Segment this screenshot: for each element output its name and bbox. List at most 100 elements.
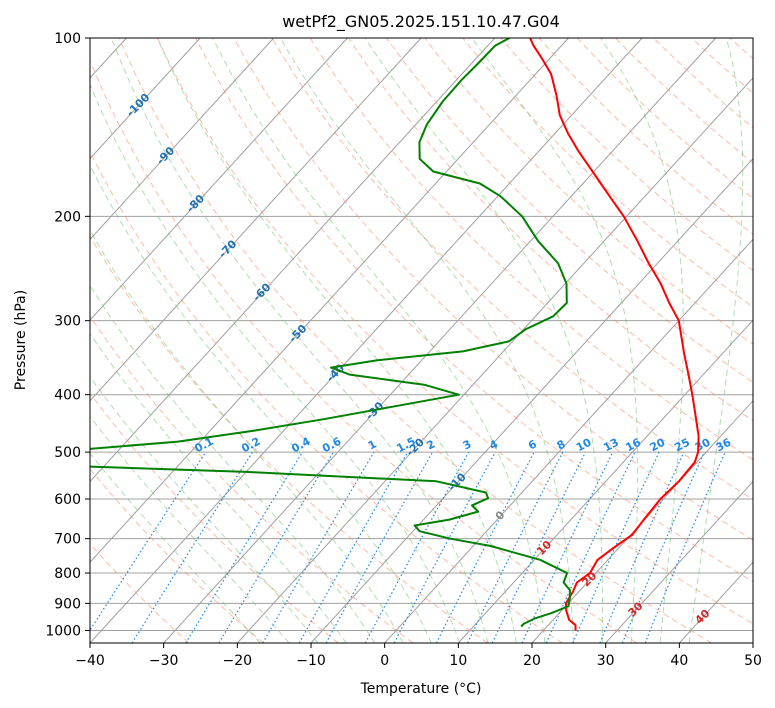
- y-tick-label: 800: [54, 566, 81, 582]
- dewpoint-profile-line: [90, 38, 571, 628]
- x-tick-label: −10: [296, 653, 326, 669]
- isotherm-line: [90, 38, 348, 321]
- mixing-ratio-label: 13: [601, 436, 621, 455]
- x-tick-label: 40: [670, 653, 688, 669]
- isotherm-line: [752, 642, 753, 643]
- dry-adiabat-line: [90, 59, 638, 643]
- mixing-ratio-line: [393, 451, 496, 643]
- isotherm-line: [90, 38, 643, 643]
- dry-adiabat-line: [309, 38, 753, 461]
- dry-adiabat-line: [271, 38, 753, 501]
- moist-adiabat-line: [156, 38, 517, 643]
- mixing-ratio-line: [364, 451, 470, 643]
- moist-adiabat-line: [90, 452, 261, 643]
- y-tick-label: 600: [54, 492, 81, 508]
- dry-adiabat-line: [118, 38, 712, 643]
- moist-adiabat-line: [90, 164, 432, 643]
- moist-adiabat-line: [90, 375, 319, 643]
- mixing-ratio-line: [545, 451, 636, 643]
- mixing-ratio-line: [131, 451, 254, 643]
- mixing-ratio-label: 6: [526, 437, 539, 452]
- dry-adiabat-line: [90, 468, 264, 643]
- moist-adiabat-line: [212, 38, 546, 643]
- x-axis: −40 −30 −20 −10 0 10 20 30 40 50: [75, 643, 762, 669]
- x-tick-label: 20: [523, 653, 541, 669]
- moist-adiabat-line: [90, 229, 404, 643]
- dry-adiabat-line: [90, 392, 339, 643]
- x-tick-label: −20: [223, 653, 253, 669]
- y-tick-label: 1000: [45, 623, 81, 639]
- dry-adiabat-line: [424, 38, 753, 345]
- isotherm-line: [90, 38, 496, 483]
- dry-adiabat-line: [386, 38, 753, 383]
- dry-adiabat-line: [347, 38, 753, 422]
- mixing-ratio-line: [621, 451, 705, 643]
- isotherm-line: [457, 319, 753, 643]
- y-tick-label: 300: [54, 314, 81, 330]
- mixing-ratio-label: 2: [424, 437, 437, 452]
- isotherm-line: [531, 400, 753, 643]
- y-tick-label: 700: [54, 532, 81, 548]
- y-tick-label: 400: [54, 388, 81, 404]
- mixing-ratio-line: [262, 451, 375, 643]
- moist-adiabat-line: [688, 38, 744, 643]
- mixing-ratio-label: 10: [574, 435, 594, 454]
- y-axis-label: Pressure (hPa): [13, 290, 29, 390]
- dry-adiabat-line: [653, 38, 753, 129]
- mixing-ratio-label: 30: [693, 436, 713, 455]
- dry-adiabat-line: [90, 235, 488, 643]
- y-tick-label: 100: [54, 31, 81, 47]
- dry-adiabat-line: [233, 38, 753, 541]
- mixing-ratio-line: [644, 451, 726, 643]
- mixing-ratio-label: 25: [672, 436, 692, 455]
- dry-adiabat-line: [691, 38, 753, 94]
- y-tick-label: 500: [54, 445, 81, 461]
- mixing-ratio-line: [218, 451, 334, 643]
- isotherm-line: [163, 38, 717, 643]
- isotherm-line: [605, 480, 753, 643]
- isotherm-line: [384, 238, 753, 643]
- isotherm-line: [236, 77, 753, 643]
- y-tick-label: 200: [54, 209, 81, 225]
- mixing-ratio-label: 3: [461, 437, 474, 452]
- dry-adiabat-line: [538, 38, 753, 235]
- isotherm-line: [90, 38, 201, 160]
- temperature-profile-line: [529, 38, 700, 631]
- mixing-ratio-label: 4: [487, 437, 500, 452]
- mixing-ratio-label: 20: [648, 435, 668, 454]
- x-tick-label: 50: [744, 653, 762, 669]
- y-axis: 100 200 300 400 500 600 700 800 900 1000: [45, 31, 90, 639]
- moist-adiabat-line: [90, 83, 461, 643]
- x-tick-label: 10: [449, 653, 467, 669]
- moist-adiabat-line: [600, 38, 684, 643]
- isotherm-line: [90, 38, 275, 241]
- moist-adiabat-line: [280, 38, 575, 643]
- mixing-ratio-label: 16: [623, 436, 643, 455]
- moist-adiabat-line: [90, 284, 376, 643]
- dry-adiabat-line: [90, 543, 190, 643]
- moist-adiabat-line: [110, 38, 489, 643]
- mixing-ratio-line: [325, 451, 434, 643]
- chart-title: wetPf2_GN05.2025.151.10.47.G04: [282, 12, 560, 32]
- isotherm-line: [90, 38, 569, 564]
- dry-adiabat-line: [615, 38, 753, 164]
- dry-adiabat-line: [768, 38, 775, 643]
- mixing-ratio-line: [90, 451, 207, 632]
- mixing-ratio-line: [572, 451, 660, 643]
- isotherm-line: [90, 38, 422, 402]
- x-tick-label: −30: [149, 653, 179, 669]
- mixing-ratio-label: 36: [714, 436, 734, 455]
- dry-adiabat-line: [157, 38, 753, 625]
- mixing-ratio-line: [466, 451, 564, 643]
- x-tick-label: −40: [75, 653, 105, 669]
- x-axis-label: Temperature (°C): [360, 681, 482, 697]
- moist-adiabat-line: [364, 38, 603, 643]
- dry-adiabat-line: [90, 150, 563, 643]
- moist-adiabat-line: [471, 38, 639, 643]
- x-tick-label: 30: [597, 653, 615, 669]
- plot-frame: [89, 37, 754, 644]
- x-tick-label: 0: [380, 653, 389, 669]
- moist-adiabat-line: [90, 332, 347, 643]
- dry-adiabat-line: [195, 38, 753, 583]
